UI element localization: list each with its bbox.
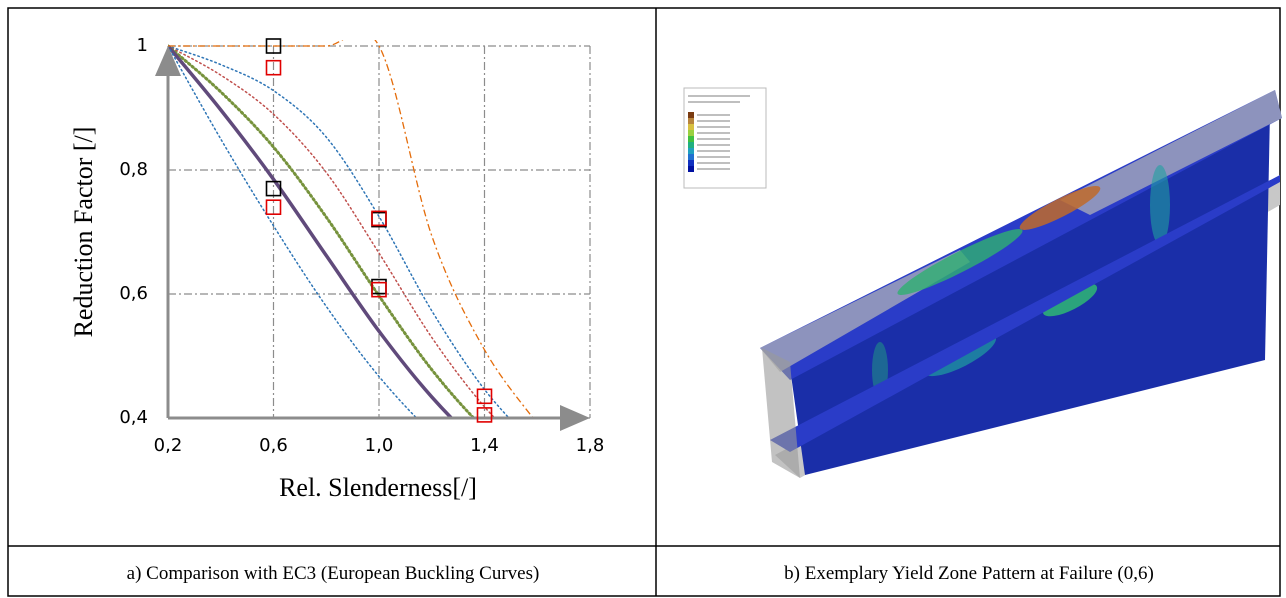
curve (168, 32, 537, 424)
x-arrow (560, 405, 590, 431)
fe-render (684, 88, 1282, 478)
curve (168, 46, 537, 448)
y-tick-label: 1 (137, 35, 148, 56)
y-axis-title: Reduction Factor [/] (69, 127, 98, 338)
x-tick-label: 1,0 (365, 435, 394, 456)
labels: 0,2 0,6 1,0 1,4 1,8 0,4 0,6 0,8 1 (119, 35, 604, 456)
caption: b) Exemplary Yield Zone Pattern at Failu… (784, 563, 1154, 584)
y-tick-label: 0,6 (119, 283, 148, 304)
curve (168, 46, 537, 490)
x-tick-label: 0,2 (154, 435, 183, 456)
curve (168, 46, 537, 460)
y-tick-label: 0,8 (119, 159, 148, 180)
x-tick-label: 1,8 (576, 435, 605, 456)
contour-legend (684, 88, 766, 188)
web (790, 112, 1270, 475)
caption: a) Comparison with EC3 (European Bucklin… (127, 563, 540, 584)
x-axis-title: Rel. Slenderness[/] (279, 473, 477, 502)
y-tick-label: 0,4 (119, 407, 148, 428)
yield-zone (1150, 165, 1170, 245)
page: 0,2 0,6 1,0 1,4 1,8 0,4 0,6 0,8 1 Rel. Slenderne… (0, 0, 1286, 598)
figure: 0,2 0,6 1,0 1,4 1,8 0,4 0,6 0,8 1 Rel. Slenderne… (0, 0, 1286, 598)
x-tick-label: 1,4 (470, 435, 499, 456)
x-tick-label: 0,6 (259, 435, 288, 456)
curve (168, 46, 537, 475)
